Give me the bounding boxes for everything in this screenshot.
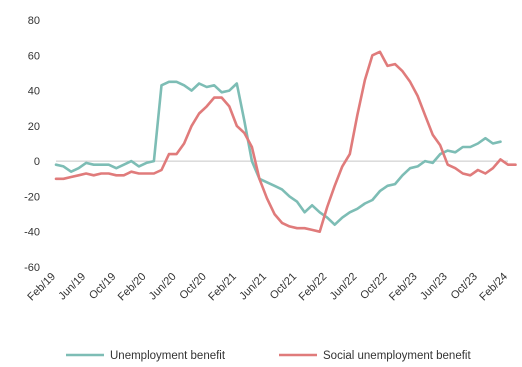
x-tick-label: Feb/19: [25, 271, 58, 304]
y-tick-label: 20: [28, 121, 40, 133]
series-line-1: [54, 50, 517, 233]
x-tick-label: Oct/23: [449, 271, 480, 302]
y-tick-label: 40: [28, 86, 40, 98]
x-tick-label: Jun/22: [328, 271, 360, 303]
y-tick-label: -40: [24, 227, 40, 239]
y-tick-label: -60: [24, 262, 40, 274]
x-tick-label: Feb/20: [116, 271, 149, 304]
y-tick-label: 60: [28, 50, 40, 62]
legend-label: Unemployment benefit: [110, 350, 226, 362]
legend: Unemployment benefit Social unemployment …: [66, 350, 471, 362]
x-axis: Feb/19Jun/19Oct/19Feb/20Jun/20Oct/20Feb/…: [25, 271, 510, 304]
x-tick-label: Oct/22: [358, 271, 389, 302]
x-tick-label: Feb/23: [387, 271, 420, 304]
x-tick-label: Oct/19: [87, 271, 118, 302]
x-tick-label: Jun/19: [56, 271, 88, 303]
x-tick-label: Jun/21: [237, 271, 269, 303]
series-line-0: [54, 80, 502, 226]
x-tick-label: Jun/23: [418, 271, 450, 303]
x-tick-label: Jun/20: [147, 271, 179, 303]
y-tick-label: 0: [34, 156, 40, 168]
y-axis: -60 -40 -20 0 20 40 60 80: [24, 15, 40, 274]
y-tick-label: -20: [24, 191, 40, 203]
x-tick-label: Feb/24: [477, 271, 510, 304]
x-tick-label: Feb/21: [206, 271, 239, 304]
x-tick-label: Oct/20: [177, 271, 208, 302]
series-lines: [54, 50, 517, 233]
x-tick-label: Oct/21: [268, 271, 299, 302]
x-tick-label: Feb/22: [297, 271, 330, 304]
legend-label: Social unemployment benefit: [323, 350, 471, 362]
y-tick-label: 80: [28, 15, 40, 27]
